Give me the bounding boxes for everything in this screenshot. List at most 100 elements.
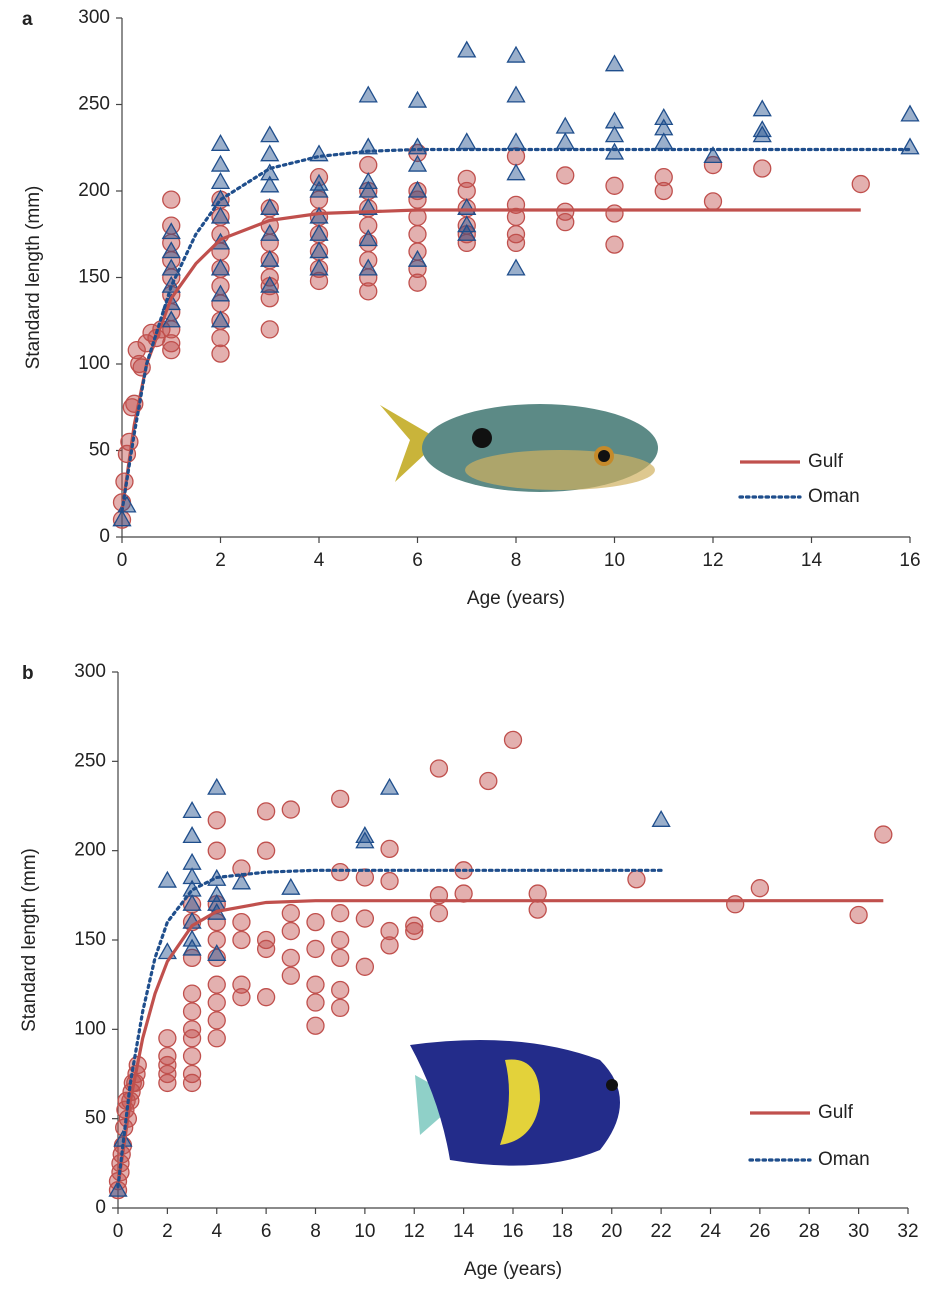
gulf-point — [356, 958, 373, 975]
y-tick-label: 50 — [85, 1108, 106, 1129]
x-axis-label: Age (years) — [464, 1259, 562, 1280]
oman-point — [212, 156, 229, 171]
oman-point — [282, 879, 299, 894]
gulf-point — [875, 826, 892, 843]
gulf-point — [508, 226, 525, 243]
gulf-point — [332, 932, 349, 949]
gulf-point — [480, 772, 497, 789]
gulf-point — [606, 177, 623, 194]
gulf-point — [381, 840, 398, 857]
gulf-point — [505, 731, 522, 748]
y-tick-label: 150 — [78, 267, 110, 288]
gulf-point — [233, 932, 250, 949]
oman-point — [606, 144, 623, 159]
oman-point — [606, 127, 623, 142]
x-tick-label: 32 — [897, 1221, 918, 1242]
gulf-point — [406, 917, 423, 934]
gulf-point — [184, 1021, 201, 1038]
x-tick-label: 10 — [354, 1221, 375, 1242]
oman-point — [508, 47, 525, 62]
x-tick-label: 14 — [801, 550, 823, 571]
x-tick-label: 6 — [412, 550, 423, 571]
gulf-point — [212, 345, 229, 362]
oman-point — [360, 87, 377, 102]
x-tick-label: 2 — [162, 1221, 173, 1242]
gulf-point — [282, 905, 299, 922]
gulf-point — [212, 330, 229, 347]
oman-point — [557, 134, 574, 149]
x-tick-label: 14 — [453, 1221, 475, 1242]
gulf-point — [282, 801, 299, 818]
gulf-point — [258, 803, 275, 820]
legend-label: Oman — [808, 486, 860, 507]
gulf-point — [606, 205, 623, 222]
gulf-point — [705, 193, 722, 210]
gulf-point — [307, 914, 324, 931]
oman-point — [606, 113, 623, 128]
oman-point — [212, 135, 229, 150]
oman-point — [261, 127, 278, 142]
gulf-point — [529, 901, 546, 918]
oman-point — [208, 779, 225, 794]
fish-illustration-a — [380, 404, 658, 492]
gulf-point — [163, 191, 180, 208]
oman-point — [754, 121, 771, 136]
legend-label: Gulf — [818, 1102, 854, 1123]
oman-point — [184, 802, 201, 817]
x-tick-label: 16 — [502, 1221, 523, 1242]
y-tick-label: 250 — [78, 94, 110, 115]
oman-point — [458, 42, 475, 57]
oman-point — [902, 139, 919, 154]
oman-point — [655, 134, 672, 149]
gulf-point — [360, 157, 377, 174]
gulf-point — [852, 176, 869, 193]
y-tick-label: 150 — [74, 929, 106, 950]
gulf-point — [332, 949, 349, 966]
y-tick-label: 0 — [99, 526, 110, 547]
panel-label: a — [22, 9, 33, 30]
gulf-point — [184, 1003, 201, 1020]
gulf-point — [208, 976, 225, 993]
legend-label: Gulf — [808, 451, 844, 472]
figure: a0501001502002503000246810121416Age (yea… — [0, 0, 936, 1290]
gulf-point — [258, 989, 275, 1006]
gulf-point — [751, 880, 768, 897]
gulf-point — [208, 994, 225, 1011]
y-axis-label: Standard length (mm) — [19, 848, 40, 1032]
x-tick-label: 12 — [702, 550, 723, 571]
y-tick-label: 100 — [74, 1018, 106, 1039]
x-tick-label: 8 — [511, 550, 522, 571]
oman-point — [508, 165, 525, 180]
x-tick-label: 26 — [749, 1221, 770, 1242]
gulf-point — [628, 871, 645, 888]
gulf-point — [307, 976, 324, 993]
x-tick-label: 0 — [117, 550, 128, 571]
oman-point — [184, 854, 201, 869]
gulf-point — [850, 906, 867, 923]
gulf-point — [356, 910, 373, 927]
x-tick-label: 22 — [651, 1221, 672, 1242]
oman-point — [311, 146, 328, 161]
x-tick-label: 4 — [314, 550, 325, 571]
gulf-point — [332, 999, 349, 1016]
oman-point — [902, 106, 919, 121]
x-tick-label: 4 — [211, 1221, 222, 1242]
gulf-point — [208, 1030, 225, 1047]
gulf-point — [307, 940, 324, 957]
x-tick-label: 20 — [601, 1221, 622, 1242]
oman-point — [653, 811, 670, 826]
oman-point — [508, 134, 525, 149]
oman-point — [360, 173, 377, 188]
gulf-point — [430, 760, 447, 777]
x-tick-label: 30 — [848, 1221, 869, 1242]
oman-point — [159, 872, 176, 887]
x-axis-label: Age (years) — [467, 588, 565, 609]
gulf-point — [381, 923, 398, 940]
x-tick-label: 28 — [799, 1221, 820, 1242]
gulf-point — [557, 203, 574, 220]
gulf-point — [258, 932, 275, 949]
gulf-point — [208, 1012, 225, 1029]
gulf-point — [332, 982, 349, 999]
panel-label: b — [22, 663, 34, 684]
y-axis-label: Standard length (mm) — [23, 186, 44, 370]
